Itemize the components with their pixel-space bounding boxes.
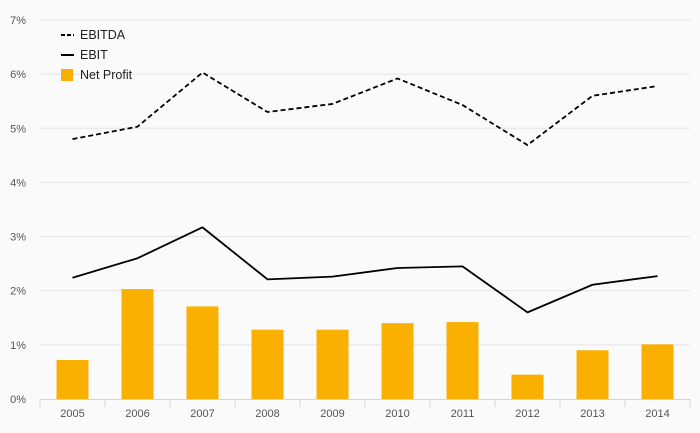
x-tick-label: 2009 (320, 408, 344, 420)
ebitda-line (72, 71, 658, 146)
x-tick-label: 2011 (451, 408, 475, 420)
x-tick-label: 2013 (580, 408, 604, 420)
x-tick-label: 2008 (255, 408, 279, 420)
net-profit-bar (316, 329, 349, 399)
net-profit-bar (186, 306, 219, 399)
net-profit-bar (446, 322, 479, 399)
y-tick-label: 4% (10, 177, 26, 189)
net-profit-bar (641, 344, 674, 399)
net-profit-bars (56, 289, 674, 399)
net-profit-bar (511, 374, 544, 399)
y-tick-label: 5% (10, 123, 26, 135)
net-profit-bar (576, 350, 609, 399)
ebit-line (72, 226, 658, 314)
x-tick-label: 2014 (645, 408, 669, 420)
legend-label-net-profit: Net Profit (80, 68, 133, 82)
x-tick-label: 2012 (515, 408, 539, 420)
net-profit-bar (251, 329, 284, 399)
net-profit-bar (121, 289, 154, 399)
y-tick-label: 1% (10, 340, 26, 352)
x-axis: 2005 2006 2007 2008 2009 2010 2011 2012 2013 2014 (39, 399, 691, 420)
x-tick-label: 2005 (60, 408, 84, 420)
net-profit-bar (381, 323, 414, 399)
x-tick-label: 2007 (190, 408, 214, 420)
y-tick-label: 6% (10, 69, 26, 81)
y-tick-label: 7% (10, 15, 26, 27)
y-tick-label: 2% (10, 286, 26, 298)
y-tick-label: 0% (10, 394, 26, 406)
legend: EBITDA EBIT Net Profit (61, 28, 133, 82)
legend-label-ebit: EBIT (80, 48, 108, 62)
net-profit-bar (56, 360, 89, 399)
legend-swatch-net-profit (61, 69, 73, 81)
y-axis: 0% 1% 2% 3% 4% 5% 6% 7% (10, 15, 26, 406)
legend-label-ebitda: EBITDA (80, 28, 126, 42)
x-tick-label: 2006 (125, 408, 149, 420)
x-tick-label: 2010 (385, 408, 409, 420)
line-series (72, 71, 658, 314)
y-tick-label: 3% (10, 232, 26, 244)
